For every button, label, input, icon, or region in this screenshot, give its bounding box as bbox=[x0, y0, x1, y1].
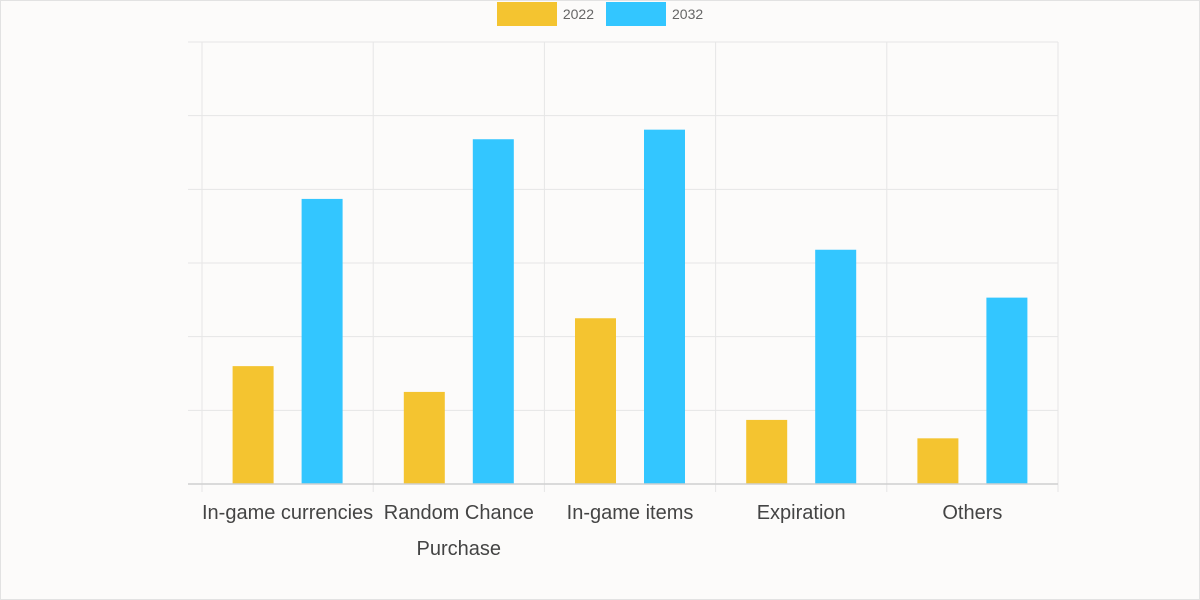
x-tick-label-line-1-0: Random Chance bbox=[384, 502, 534, 524]
legend-swatch-2022 bbox=[496, 2, 557, 26]
chart-legend: 2022 2032 bbox=[0, 2, 1200, 26]
x-tick-label-0: In-game currencies bbox=[202, 502, 373, 524]
bar-2022-1 bbox=[403, 391, 445, 484]
legend-label-2022: 2022 bbox=[562, 6, 594, 22]
bar-2032-3 bbox=[815, 249, 857, 484]
bar-2032-4 bbox=[986, 297, 1028, 484]
bar-2032-2 bbox=[644, 129, 685, 484]
legend-item-2022[interactable]: 2022 bbox=[496, 2, 594, 26]
legend-item-2032[interactable]: 2032 bbox=[606, 2, 703, 26]
bar-2022-3 bbox=[746, 419, 788, 484]
bar-2022-4 bbox=[917, 438, 959, 484]
x-tick-label-2: In-game items bbox=[567, 502, 694, 524]
legend-label-2032: 2032 bbox=[672, 6, 704, 22]
bar-2032-1 bbox=[472, 139, 514, 485]
legend-swatch-2032 bbox=[606, 2, 666, 26]
x-tick-label-line-4-0: Others bbox=[942, 502, 1002, 524]
x-tick-label-line-2-0: In-game items bbox=[567, 502, 694, 524]
x-tick-label-3: Expiration bbox=[757, 502, 846, 524]
x-tick-label-4: Others bbox=[942, 502, 1002, 524]
x-tick-label-1: Random Chance Purchase bbox=[384, 502, 534, 560]
bar-2032-0 bbox=[301, 198, 343, 484]
x-tick-label-line-0-0: In-game currencies bbox=[202, 502, 373, 524]
bar-2022-0 bbox=[232, 366, 274, 484]
x-tick-label-line-3-0: Expiration bbox=[757, 502, 846, 524]
x-tick-label-line-1-1: Purchase bbox=[417, 538, 502, 560]
bar-2022-2 bbox=[575, 318, 616, 484]
